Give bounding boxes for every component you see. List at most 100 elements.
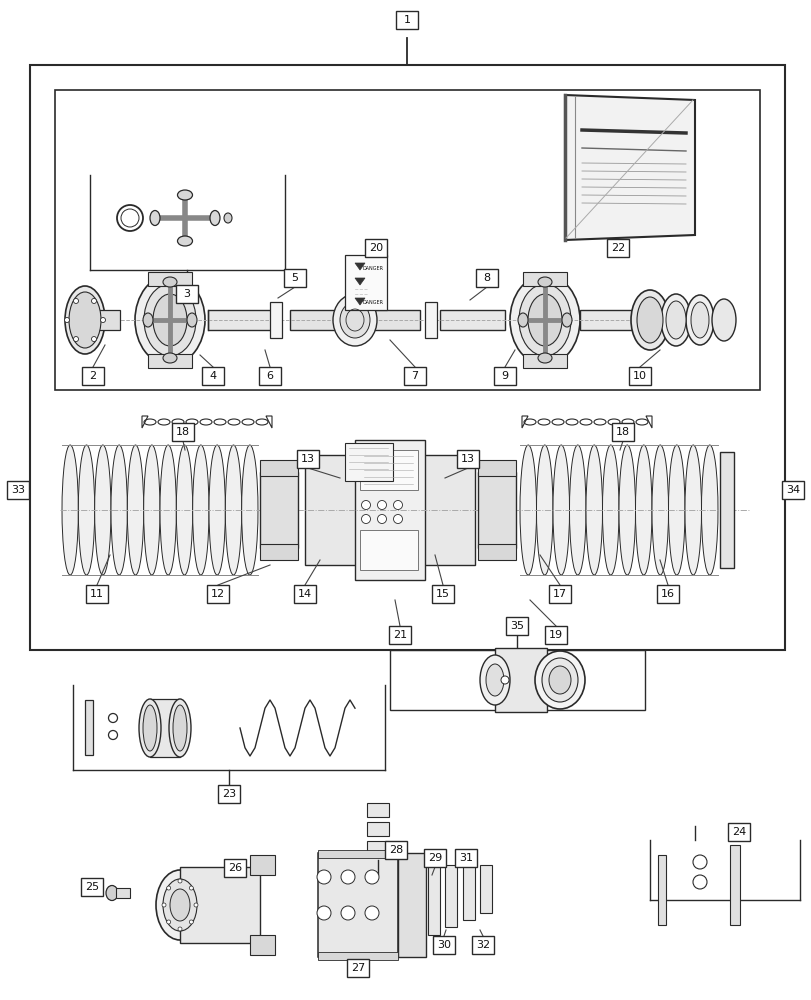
- Ellipse shape: [701, 445, 717, 575]
- Text: — — —: — — —: [354, 292, 367, 296]
- Ellipse shape: [64, 318, 70, 322]
- Ellipse shape: [156, 870, 204, 940]
- Bar: [607, 239, 629, 257]
- Text: 34: 34: [785, 485, 799, 495]
- Text: 27: 27: [350, 963, 365, 973]
- Bar: [579, 310, 639, 330]
- Text: 1: 1: [403, 15, 410, 25]
- Text: 15: 15: [436, 589, 449, 599]
- Text: 31: 31: [458, 853, 473, 863]
- Text: 20: 20: [368, 243, 383, 253]
- Ellipse shape: [685, 295, 713, 345]
- Bar: [208, 310, 277, 330]
- Bar: [297, 450, 319, 468]
- Ellipse shape: [527, 294, 561, 346]
- Ellipse shape: [166, 920, 170, 924]
- Ellipse shape: [665, 301, 685, 339]
- Ellipse shape: [393, 500, 402, 510]
- Bar: [367, 822, 388, 836]
- Bar: [82, 367, 104, 385]
- Ellipse shape: [500, 676, 508, 684]
- Bar: [85, 700, 93, 755]
- Bar: [7, 481, 29, 499]
- Text: 24: 24: [731, 827, 745, 837]
- Text: 29: 29: [427, 853, 441, 863]
- Ellipse shape: [111, 445, 127, 575]
- Ellipse shape: [160, 445, 176, 575]
- Ellipse shape: [509, 275, 579, 365]
- Ellipse shape: [519, 445, 536, 575]
- Text: 35: 35: [509, 621, 523, 631]
- Text: 32: 32: [475, 940, 490, 950]
- Ellipse shape: [479, 655, 509, 705]
- Text: 6: 6: [266, 371, 273, 381]
- Bar: [318, 850, 397, 858]
- Bar: [388, 626, 410, 644]
- Text: 25: 25: [85, 882, 99, 892]
- Ellipse shape: [225, 445, 242, 575]
- Bar: [270, 302, 281, 338]
- Bar: [719, 452, 733, 568]
- Ellipse shape: [242, 445, 258, 575]
- Ellipse shape: [534, 651, 584, 709]
- Ellipse shape: [518, 284, 570, 356]
- Bar: [148, 272, 191, 286]
- Bar: [478, 460, 515, 476]
- Bar: [727, 823, 749, 841]
- Bar: [454, 849, 476, 867]
- Bar: [345, 255, 387, 310]
- Bar: [85, 310, 120, 330]
- Ellipse shape: [208, 445, 225, 575]
- Bar: [427, 865, 440, 935]
- Bar: [384, 841, 406, 859]
- Ellipse shape: [618, 445, 635, 575]
- Ellipse shape: [150, 211, 160, 226]
- Ellipse shape: [62, 445, 78, 575]
- Bar: [284, 269, 306, 287]
- Ellipse shape: [538, 353, 551, 363]
- Polygon shape: [354, 263, 365, 270]
- Ellipse shape: [586, 445, 602, 575]
- Ellipse shape: [144, 284, 195, 356]
- Ellipse shape: [192, 445, 208, 575]
- Text: 21: 21: [393, 630, 406, 640]
- Bar: [365, 239, 387, 257]
- Text: DANGER: DANGER: [363, 265, 384, 270]
- Text: 9: 9: [501, 371, 508, 381]
- Ellipse shape: [144, 445, 160, 575]
- Ellipse shape: [173, 705, 187, 751]
- Bar: [367, 841, 388, 855]
- Ellipse shape: [538, 277, 551, 287]
- Bar: [389, 650, 644, 710]
- Ellipse shape: [660, 294, 690, 346]
- Bar: [217, 785, 240, 803]
- Text: — — —: — — —: [354, 287, 367, 291]
- Text: 5: 5: [291, 273, 298, 283]
- Bar: [729, 845, 739, 925]
- Bar: [346, 959, 368, 977]
- Ellipse shape: [224, 213, 232, 223]
- Ellipse shape: [552, 445, 569, 575]
- Bar: [250, 855, 275, 875]
- Ellipse shape: [176, 445, 192, 575]
- Bar: [522, 272, 566, 286]
- Text: 13: 13: [461, 454, 474, 464]
- Bar: [359, 530, 418, 570]
- Bar: [55, 90, 759, 390]
- Ellipse shape: [210, 211, 220, 226]
- Ellipse shape: [187, 313, 197, 327]
- Bar: [250, 935, 275, 955]
- Ellipse shape: [635, 445, 651, 575]
- Ellipse shape: [163, 353, 177, 363]
- Text: 19: 19: [548, 630, 562, 640]
- Text: 16: 16: [660, 589, 674, 599]
- Ellipse shape: [333, 294, 376, 346]
- Ellipse shape: [169, 699, 191, 757]
- Ellipse shape: [365, 870, 379, 884]
- Bar: [180, 867, 260, 943]
- Bar: [444, 865, 457, 927]
- Bar: [290, 310, 419, 330]
- Bar: [432, 936, 454, 954]
- Ellipse shape: [74, 337, 79, 342]
- Bar: [260, 544, 298, 560]
